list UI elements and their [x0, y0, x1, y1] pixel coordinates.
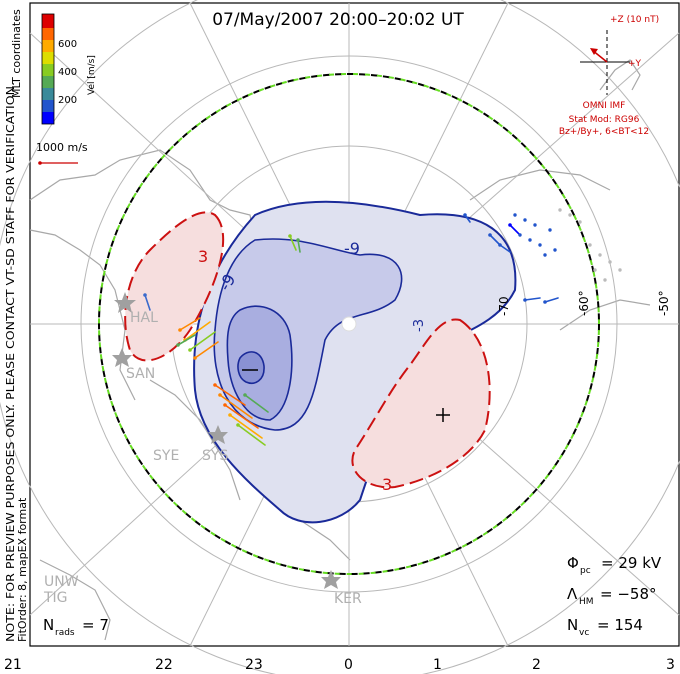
- imf-model: Stat Mod: RG96: [569, 115, 640, 125]
- station-sye: SYE: [153, 448, 179, 464]
- colorbar-tick-200: 200: [58, 95, 77, 106]
- stat-n-rads-symbol: N: [43, 616, 54, 634]
- stat-lambda-hm: Λ HM = −58°: [567, 585, 657, 607]
- imf-dial: +Z (10 nT) +Y OMNI IMF Stat Mod: RG96 Bz…: [559, 15, 659, 137]
- stat-phi-pc-sub: pc: [580, 566, 591, 576]
- stat-phi-pc-symbol: Φ: [567, 554, 579, 572]
- grid-dots: [513, 213, 557, 257]
- stat-n-rads: N rads = 7: [43, 616, 109, 638]
- colorbar-band-5: [42, 64, 54, 76]
- colorbar-band-3: [42, 88, 54, 100]
- colorbar-band-2: [42, 100, 54, 112]
- stat-lambda-hm-sub: HM: [579, 597, 594, 607]
- stat-n-vc-sub: vc: [579, 628, 589, 638]
- mlt-tick-0: 0: [344, 657, 353, 673]
- colorbar-tick-600: 600: [58, 39, 77, 50]
- colorbar-band-9: [42, 14, 54, 28]
- grey-dots: [558, 208, 622, 282]
- pole-marker: [341, 316, 357, 332]
- station-san: SAN: [126, 366, 155, 382]
- colorbar-label: Vel [m/s]: [87, 55, 97, 95]
- colorbar-frame: [41, 13, 55, 125]
- imf-z-label: +Z (10 nT): [610, 15, 659, 25]
- velocity-colorbar: 600 400 200 Vel [m/s]: [41, 13, 97, 125]
- map-title: 07/May/2007 20:00–20:02 UT: [212, 10, 464, 30]
- contour-label-left-positive: 3: [198, 247, 208, 266]
- stat-n-rads-value: = 7: [82, 616, 109, 634]
- hm-boundary-green: [98, 73, 600, 575]
- negative-cell-core: [237, 351, 265, 384]
- mlt-tick-21: 21: [4, 657, 22, 673]
- stat-lambda-hm-value: = −58°: [600, 585, 657, 603]
- colorbar-band-1: [42, 112, 54, 124]
- scale-vector-label: 1000 m/s: [36, 141, 88, 154]
- preview-notice: NOTE: FOR PREVIEW PURPOSES ONLY. PLEASE …: [4, 82, 17, 642]
- stat-n-vc-value: = 154: [597, 616, 643, 634]
- contour-label-neg-c: -3: [412, 319, 427, 332]
- positive-cell-left: [124, 211, 225, 362]
- colorbar-band-8: [42, 28, 54, 40]
- latitude-label-60: -60°: [577, 290, 591, 316]
- stat-n-rads-sub: rads: [55, 628, 75, 638]
- colorbar-band-4: [42, 76, 54, 88]
- stat-n-vc-symbol: N: [567, 616, 578, 634]
- contour-label-right-positive: 3: [382, 475, 392, 494]
- imf-y-label: +Y: [628, 59, 642, 69]
- scale-vector-origin: [38, 161, 42, 165]
- imf-vector-head: [590, 48, 598, 55]
- contour-label-neg-b: -9: [344, 239, 360, 258]
- latitude-label-50: -50°: [657, 290, 671, 316]
- colorbar-band-7: [42, 40, 54, 52]
- radar-station-markers: [112, 292, 341, 589]
- stat-phi-pc: Φ pc = 29 kV: [567, 554, 662, 576]
- colorbar-tick-400: 400: [58, 67, 77, 78]
- mlt-tick-22: 22: [155, 657, 173, 673]
- velocity-vectors: [143, 213, 559, 446]
- colorbar-band-6: [42, 52, 54, 64]
- stat-n-vc: N vc = 154: [567, 616, 643, 638]
- imf-condition: Bz+/By+, 6<BT<12: [559, 127, 649, 137]
- mlt-tick-3: 3: [666, 657, 675, 673]
- imf-source: OMNI IMF: [583, 101, 626, 111]
- mlt-tick-2: 2: [532, 657, 541, 673]
- stat-phi-pc-value: = 29 kV: [601, 554, 662, 572]
- station-tig: TIG: [43, 590, 68, 606]
- station-ker: KER: [334, 591, 362, 607]
- station-unw: UNW: [44, 574, 79, 590]
- station-sys: SYS: [202, 448, 228, 464]
- stat-lambda-hm-symbol: Λ: [567, 585, 578, 603]
- latitude-label-70: -70: [497, 296, 511, 316]
- coordinate-system-label: MLT coordinates: [10, 9, 23, 98]
- mlt-tick-1: 1: [433, 657, 442, 673]
- positive-cell-right: [351, 318, 491, 489]
- fit-order-label: FitOrder: 8, mapEX format: [16, 497, 29, 642]
- mlt-tick-23: 23: [245, 657, 263, 673]
- station-hal: HAL: [130, 310, 158, 326]
- positive-maximum-marker: [436, 408, 450, 422]
